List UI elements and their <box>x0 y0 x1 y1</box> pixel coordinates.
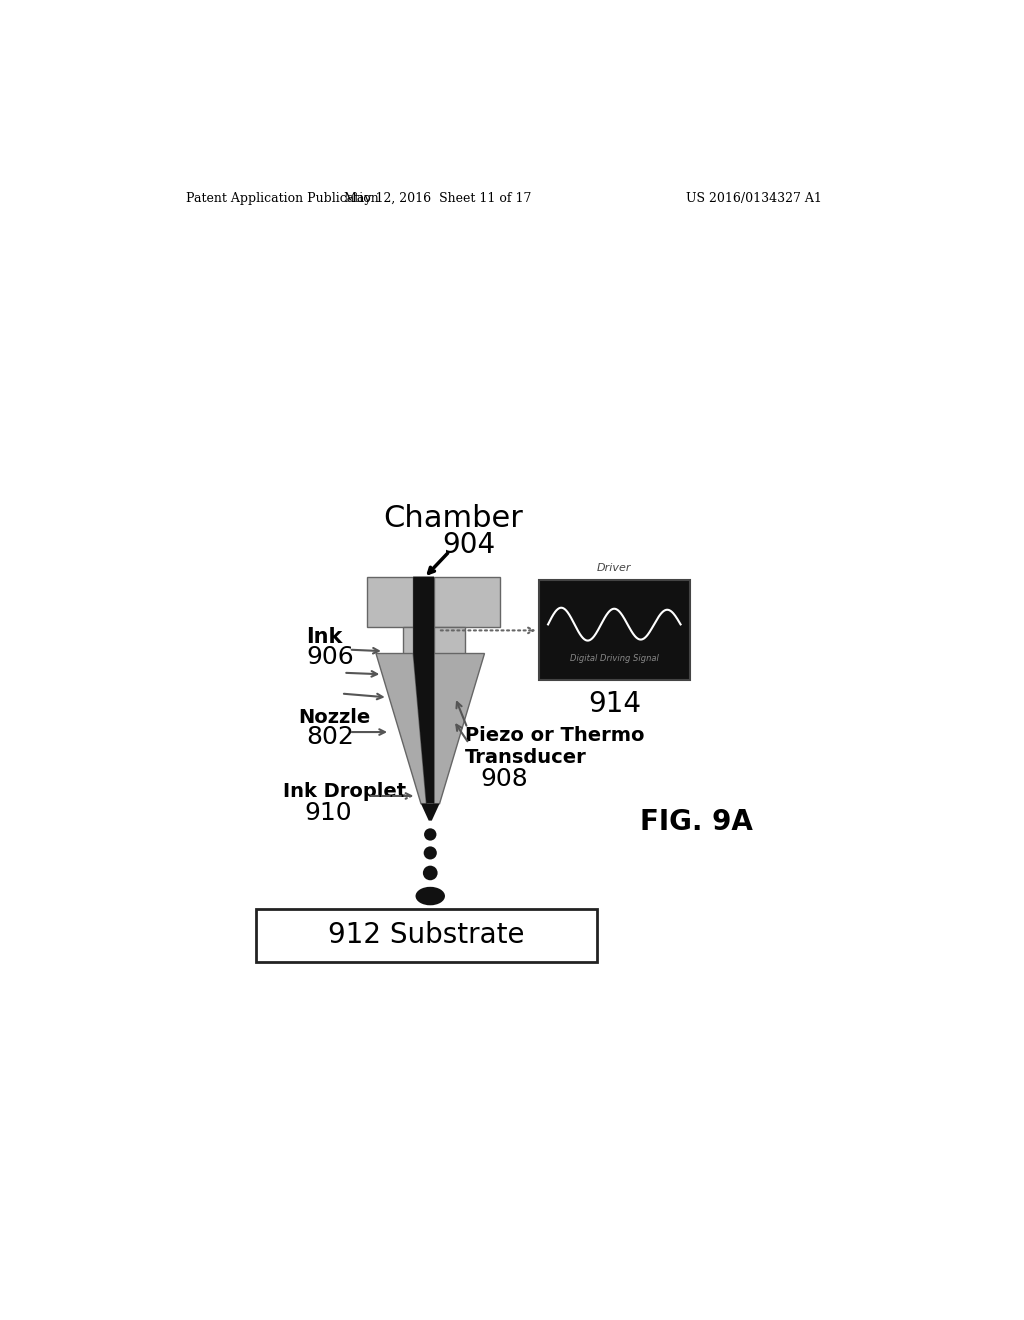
Bar <box>434 653 461 677</box>
Text: 910: 910 <box>305 801 352 825</box>
Text: 912 Substrate: 912 Substrate <box>328 921 524 949</box>
Bar <box>256 909 597 961</box>
Ellipse shape <box>416 887 445 906</box>
Text: 802: 802 <box>306 726 354 750</box>
Bar <box>367 577 414 627</box>
Text: Digital Driving Signal: Digital Driving Signal <box>570 653 658 663</box>
Ellipse shape <box>423 866 437 880</box>
Text: Chamber: Chamber <box>384 504 523 533</box>
Polygon shape <box>421 804 439 821</box>
Text: Piezo or Thermo: Piezo or Thermo <box>465 726 645 746</box>
Text: 908: 908 <box>480 767 528 791</box>
Polygon shape <box>376 653 426 804</box>
Polygon shape <box>434 653 484 804</box>
Text: Ink Droplet: Ink Droplet <box>283 781 407 801</box>
Text: 904: 904 <box>442 531 495 558</box>
Text: Patent Application Publication: Patent Application Publication <box>186 191 379 205</box>
Bar <box>434 577 500 627</box>
Bar <box>403 627 414 653</box>
Ellipse shape <box>424 829 436 841</box>
Text: May 12, 2016  Sheet 11 of 17: May 12, 2016 Sheet 11 of 17 <box>344 191 531 205</box>
Text: FIG. 9A: FIG. 9A <box>640 808 753 836</box>
Text: Driver: Driver <box>597 562 632 573</box>
Text: 906: 906 <box>306 645 354 669</box>
Text: Transducer: Transducer <box>465 748 587 767</box>
Text: Nozzle: Nozzle <box>299 708 371 727</box>
Text: 914: 914 <box>588 689 641 718</box>
Text: Ink: Ink <box>306 627 343 647</box>
Bar <box>434 627 465 653</box>
Text: US 2016/0134327 A1: US 2016/0134327 A1 <box>686 191 822 205</box>
Ellipse shape <box>424 846 437 859</box>
Bar <box>539 581 690 681</box>
Polygon shape <box>414 577 434 804</box>
